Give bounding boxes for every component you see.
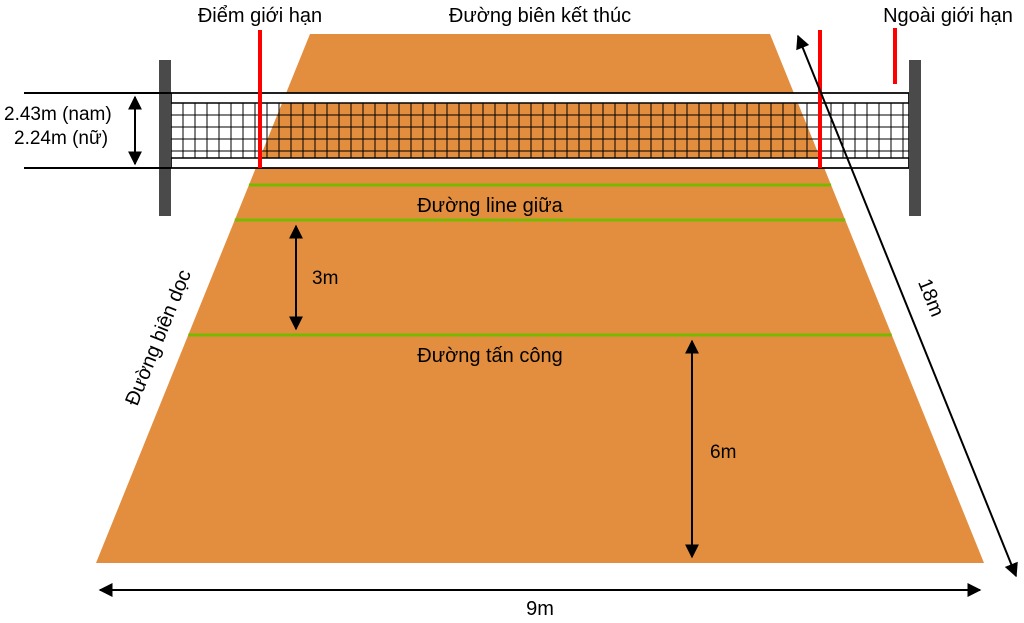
net-post-left — [159, 60, 171, 216]
label-out-of-bounds: Ngoài giới hạn — [883, 5, 1013, 27]
label-net-height-men: 2.43m (nam) — [4, 104, 112, 125]
label-center-line: Đường line giữa — [417, 195, 563, 217]
label-net-height-women: 2.24m (nữ) — [14, 128, 108, 149]
label-3m: 3m — [312, 268, 338, 289]
label-6m: 6m — [710, 442, 736, 463]
label-9m: 9m — [526, 598, 554, 620]
court-surface — [96, 34, 984, 563]
label-end-line: Đường biên kết thúc — [449, 5, 631, 27]
label-attack-line: Đường tấn công — [417, 345, 562, 367]
antenna-right — [818, 30, 822, 168]
volleyball-court-diagram: Điểm giới hạn Đường biên kết thúc Ngoài … — [0, 0, 1024, 623]
label-18m: 18m — [913, 276, 948, 320]
out-antenna-right — [893, 28, 897, 84]
net-post-right — [909, 60, 921, 216]
label-boundary-marker: Điểm giới hạn — [198, 5, 322, 27]
antenna-left — [258, 30, 262, 168]
